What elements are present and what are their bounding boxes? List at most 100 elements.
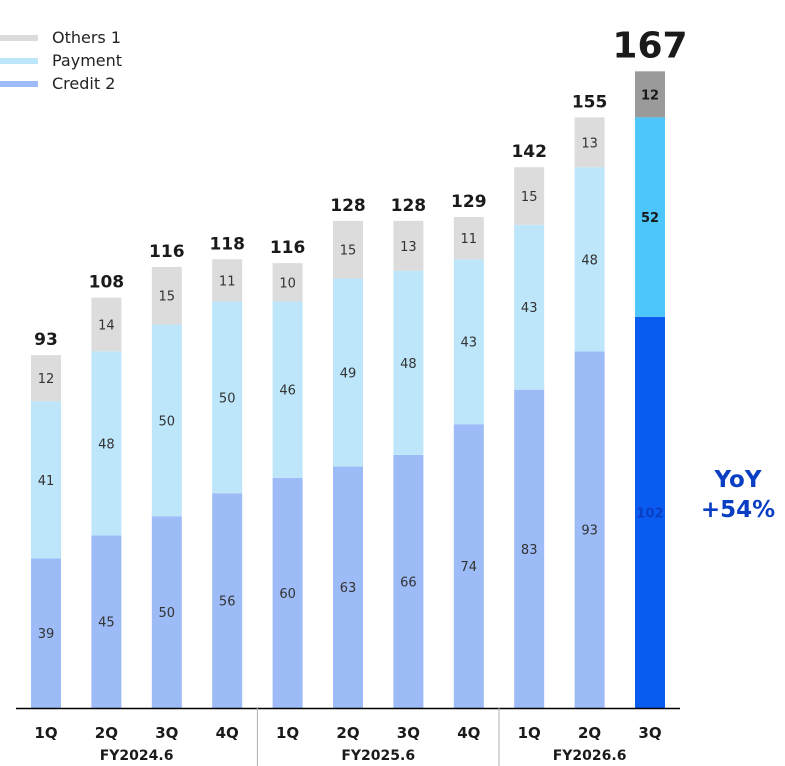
segment-value-label: 11 <box>219 274 236 289</box>
legend-label-credit: Credit 2 <box>52 74 116 93</box>
bar-segment <box>514 389 545 708</box>
legend-swatch-others <box>0 35 38 41</box>
segment-value-label: 13 <box>581 136 598 151</box>
segment-value-label: 49 <box>340 366 357 381</box>
yoy-value: +54% <box>700 497 776 523</box>
bar-segment <box>453 217 484 260</box>
bar-segment <box>635 316 665 708</box>
legend-item-payment: Payment <box>0 53 122 69</box>
segment-value-label: 93 <box>581 524 598 539</box>
segment-value-label: 45 <box>98 616 115 631</box>
bar-segment <box>453 259 484 425</box>
segment-value-label: 13 <box>400 240 417 255</box>
total-value-label: 128 <box>391 196 427 216</box>
bar-segment <box>151 516 182 708</box>
total-value-label: 108 <box>89 273 125 293</box>
bar-segment <box>272 477 303 708</box>
legend-swatch-payment <box>0 58 38 64</box>
segment-value-label: 48 <box>581 253 598 268</box>
segment-value-label: 12 <box>641 88 659 103</box>
x-tick-label: 2Q <box>336 724 359 742</box>
segment-value-label: 48 <box>98 437 115 452</box>
segment-value-label: 48 <box>400 357 417 372</box>
bar-segment <box>333 278 363 467</box>
bar-segment <box>393 220 424 271</box>
bar-segment <box>333 220 363 279</box>
segment-value-label: 11 <box>461 232 478 247</box>
x-tick-label: 3Q <box>638 724 661 742</box>
segment-value-label: 43 <box>521 301 538 316</box>
bar-segment <box>514 224 545 390</box>
bar-segment <box>151 324 182 517</box>
total-value-label: 116 <box>270 238 306 258</box>
total-value-label: 167 <box>612 25 687 66</box>
bar-segment <box>31 355 61 402</box>
bar-segment <box>91 351 122 536</box>
total-value-label: 155 <box>572 92 608 112</box>
bar-segment <box>635 117 665 317</box>
segment-value-label: 39 <box>38 627 55 642</box>
segment-value-label: 10 <box>279 276 296 291</box>
segment-value-label: 74 <box>461 560 478 575</box>
segment-value-label: 60 <box>279 587 296 602</box>
total-value-label: 129 <box>451 192 487 212</box>
bar-segment <box>272 263 303 302</box>
segment-value-label: 50 <box>159 414 176 429</box>
segment-value-label: 15 <box>521 190 538 205</box>
bar-segment <box>393 454 424 708</box>
yoy-label: YoY <box>714 467 762 493</box>
bar-segment <box>31 558 61 708</box>
bar-segment <box>635 71 665 118</box>
bar-segment <box>212 493 243 708</box>
bar-segment <box>272 301 303 478</box>
yoy-annotation: YoY +54% <box>688 465 785 525</box>
legend-label-others: Others 1 <box>52 28 122 47</box>
segment-value-label: 83 <box>521 543 538 558</box>
x-tick-label: 2Q <box>578 724 601 742</box>
segment-value-label: 63 <box>340 581 357 596</box>
segment-value-label: 12 <box>38 372 55 387</box>
bar-segment <box>212 301 243 494</box>
total-value-label: 142 <box>511 142 547 162</box>
segment-value-label: 50 <box>159 606 176 621</box>
x-tick-label: 3Q <box>397 724 420 742</box>
segment-value-label: 50 <box>219 391 236 406</box>
bar-segment <box>31 401 61 559</box>
legend-item-others: Others 1 <box>0 30 121 46</box>
x-tick-label: 3Q <box>155 724 178 742</box>
x-tick-label: 1Q <box>518 724 541 742</box>
segment-value-label: 15 <box>340 244 357 259</box>
total-value-label: 93 <box>34 330 58 350</box>
bar-segment <box>91 535 122 708</box>
total-value-label: 116 <box>149 242 185 262</box>
segment-value-label: 46 <box>279 384 296 399</box>
segment-value-label: 102 <box>636 506 663 521</box>
legend-item-credit: Credit 2 <box>0 76 115 92</box>
bar-segment <box>151 266 182 325</box>
x-tick-label: 1Q <box>276 724 299 742</box>
segment-value-label: 43 <box>461 336 478 351</box>
bar-segment <box>393 270 424 455</box>
fiscal-year-label: FY2024.6 <box>100 748 174 764</box>
segment-value-label: 52 <box>641 211 659 226</box>
bar-segment <box>574 167 605 352</box>
bar-segment <box>453 424 484 708</box>
total-value-label: 118 <box>209 234 245 254</box>
x-tick-label: 2Q <box>95 724 118 742</box>
bar-segment <box>91 297 122 352</box>
total-value-label: 128 <box>330 196 366 216</box>
segment-value-label: 41 <box>38 474 55 489</box>
segment-value-label: 15 <box>159 290 176 305</box>
fiscal-year-label: FY2025.6 <box>341 748 415 764</box>
segment-value-label: 14 <box>98 318 115 333</box>
x-tick-label: 4Q <box>216 724 239 742</box>
legend-label-payment: Payment <box>52 51 123 70</box>
fiscal-year-label: FY2026.6 <box>553 748 627 764</box>
bar-segment <box>212 259 243 302</box>
segment-value-label: 66 <box>400 575 417 590</box>
segment-value-label: 56 <box>219 595 236 610</box>
bar-segment <box>333 466 363 708</box>
bar-segment <box>574 117 605 168</box>
legend-swatch-credit <box>0 81 38 87</box>
